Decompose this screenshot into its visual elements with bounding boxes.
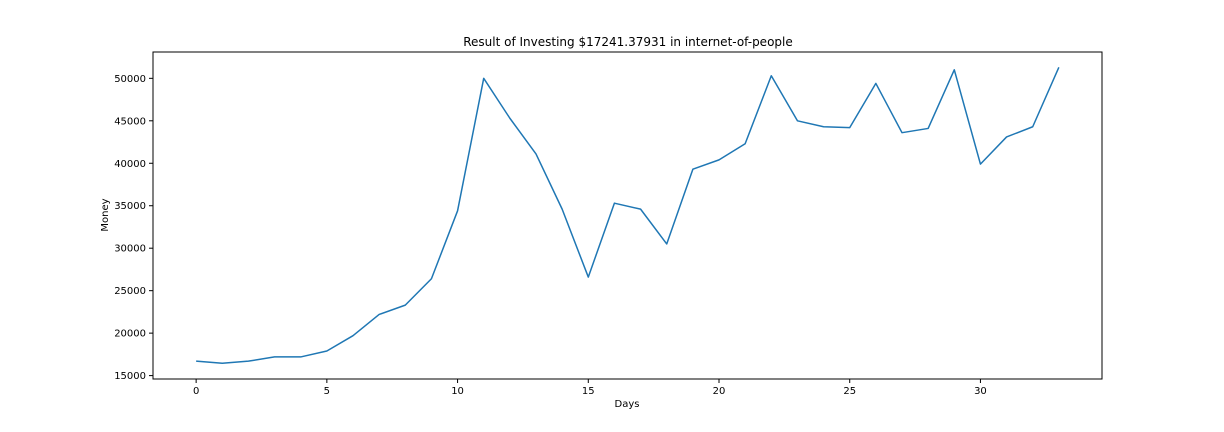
chart-title: Result of Investing $17241.37931 in inte… [463, 35, 793, 49]
series-line [196, 66, 1060, 365]
y-tick-label: 45000 [114, 116, 146, 127]
x-tick-label: 10 [451, 386, 464, 397]
x-tick-label: 30 [974, 386, 987, 397]
y-tick-label: 35000 [114, 201, 146, 212]
x-tick-label: 20 [713, 386, 726, 397]
y-axis-label: Money [100, 198, 111, 231]
x-axis: 0 5 10 15 20 25 30 [193, 379, 987, 397]
y-tick-label: 40000 [114, 159, 146, 170]
y-tick-label: 20000 [114, 329, 146, 340]
series-layer [196, 66, 1060, 365]
y-tick-label: 50000 [114, 74, 146, 85]
y-tick-label: 15000 [114, 371, 146, 382]
x-tick-label: 25 [843, 386, 856, 397]
x-tick-label: 15 [582, 386, 595, 397]
x-tick-label: 5 [324, 386, 330, 397]
y-tick-label: 25000 [114, 286, 146, 297]
y-tick-label: 30000 [114, 244, 146, 255]
x-tick-label: 0 [193, 386, 199, 397]
plot-area-frame [152, 51, 1103, 380]
x-axis-label: Days [615, 399, 640, 410]
y-axis: 15000 20000 25000 30000 35000 40000 45000 50000 [114, 74, 153, 382]
